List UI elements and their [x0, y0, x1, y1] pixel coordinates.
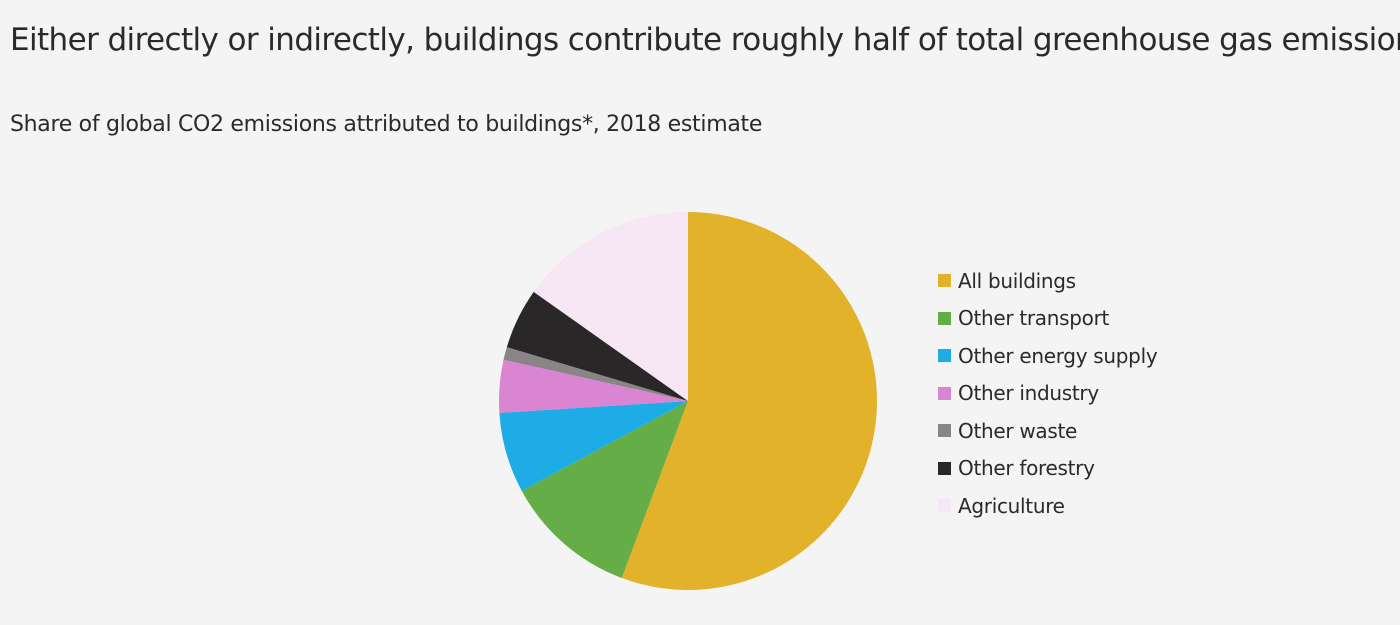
pie-chart	[499, 212, 877, 590]
chart-subtitle: Share of global CO2 emissions attributed…	[10, 112, 763, 137]
chart-title: Either directly or indirectly, buildings…	[10, 22, 1400, 58]
legend-label: Other forestry	[958, 456, 1095, 481]
legend-swatch	[938, 349, 951, 363]
legend-label: All buildings	[958, 268, 1076, 293]
legend-item: Other industry	[938, 375, 1157, 413]
legend-item: Other energy supply	[938, 337, 1158, 375]
legend-label: Agriculture	[958, 493, 1065, 518]
legend-swatch	[938, 499, 951, 513]
pie-slice-other-waste	[503, 347, 688, 401]
pie-slice-agriculture	[533, 212, 688, 401]
pie-slice-other-forestry	[506, 291, 688, 401]
legend-label: Other industry	[958, 381, 1099, 406]
legend-label: Other transport	[958, 306, 1110, 331]
legend-label: Other waste	[958, 418, 1078, 443]
legend-item: Other transport	[938, 300, 1157, 338]
pie-slice-all-buildings	[621, 212, 877, 590]
pie-slice-other-energy-supply	[499, 401, 688, 492]
pie-slice-other-transport	[521, 401, 688, 579]
legend-swatch	[938, 274, 951, 288]
legend-item: Agriculture	[938, 487, 1157, 525]
pie-slice-other-industry	[499, 359, 688, 413]
chart-legend: All buildings Other transport Other energy…	[938, 262, 1158, 525]
legend-swatch	[938, 461, 951, 475]
legend-swatch	[938, 424, 951, 438]
legend-item: All buildings	[938, 262, 1157, 300]
legend-label: Other energy supply	[958, 343, 1158, 368]
legend-swatch	[938, 311, 951, 325]
legend-item: Other waste	[938, 412, 1157, 450]
legend-swatch	[938, 386, 951, 400]
legend-item: Other forestry	[938, 450, 1157, 488]
